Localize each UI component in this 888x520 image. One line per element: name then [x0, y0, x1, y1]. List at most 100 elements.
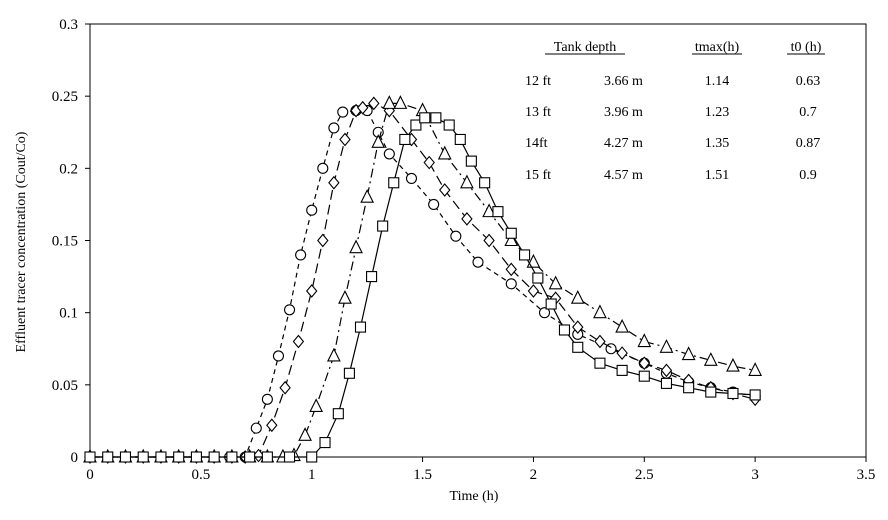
data-point — [482, 203, 496, 218]
table-cell: 3.96 m — [604, 105, 643, 120]
data-point — [660, 363, 673, 378]
y-tick-label: 0.2 — [59, 161, 78, 177]
table-cell: 15 ft — [525, 168, 551, 183]
data-point — [155, 451, 167, 463]
axes: 0 0.5 1 1.5 2 2.5 3 3.5 0 0.05 0.1 0.15 0.2 0.25 0.3 — [52, 17, 876, 483]
series-line — [90, 109, 756, 458]
data-point — [283, 304, 296, 316]
table-cell: 12 ft — [525, 74, 551, 89]
data-point — [505, 278, 517, 290]
x-tick-label: 0.5 — [191, 467, 210, 483]
data-point — [594, 334, 606, 349]
data-point — [492, 206, 504, 218]
x-axis-title: Time (h) — [450, 489, 499, 504]
table-header-t0: t0 (h) — [791, 40, 822, 55]
data-point — [349, 239, 363, 254]
y-tick-label: 0.1 — [59, 306, 78, 322]
data-point — [102, 451, 114, 463]
data-point — [594, 357, 606, 369]
series-layer — [83, 95, 763, 464]
data-point — [388, 177, 400, 189]
data-point — [354, 321, 367, 333]
data-point — [339, 132, 351, 147]
data-point — [84, 451, 96, 463]
data-point — [326, 347, 341, 362]
data-point — [504, 232, 519, 247]
x-tick-label: 1 — [308, 467, 316, 483]
data-point — [615, 318, 630, 333]
data-point — [461, 211, 473, 226]
table-cell: 1.51 — [705, 168, 730, 183]
y-tick-label: 0.05 — [52, 378, 78, 394]
data-point — [319, 437, 331, 449]
data-point — [317, 162, 329, 174]
data-point — [548, 275, 563, 290]
data-point — [703, 352, 718, 366]
table-cell: 3.66 m — [604, 74, 643, 89]
data-point — [659, 339, 674, 353]
y-tick-label: 0.3 — [59, 17, 78, 33]
data-point — [479, 177, 491, 189]
data-point — [356, 100, 369, 115]
data-point — [572, 320, 584, 334]
y-axis-title: Effluent tracer concentration (Cout/Co) — [14, 131, 29, 352]
data-point — [681, 346, 696, 361]
table-cell: 1.23 — [705, 105, 730, 120]
legend-table: Tank depth tmax(h) t0 (h) 12 ft 3.66 m 1… — [525, 40, 825, 183]
series-square — [84, 112, 761, 463]
data-point — [727, 387, 739, 400]
series-line — [90, 102, 756, 458]
data-point — [545, 298, 557, 310]
data-point — [393, 95, 408, 109]
table-cell: 4.27 m — [604, 136, 643, 151]
data-point — [226, 451, 238, 463]
data-point — [190, 451, 202, 463]
table-header-tank-depth: Tank depth — [554, 40, 616, 55]
data-point — [450, 230, 462, 242]
data-point — [538, 307, 551, 319]
data-point — [382, 95, 397, 109]
x-tick-label: 2 — [530, 467, 538, 483]
data-point — [383, 148, 395, 160]
table-cell: 14ft — [525, 136, 548, 151]
table-cell: 13 ft — [525, 105, 551, 120]
data-point — [377, 220, 389, 232]
data-point — [298, 427, 312, 441]
data-point — [532, 272, 544, 284]
data-point — [616, 346, 628, 360]
x-tick-label: 2.5 — [635, 467, 654, 483]
data-point — [637, 333, 652, 348]
data-point — [443, 119, 455, 131]
data-point — [343, 367, 355, 379]
data-point — [419, 112, 431, 124]
x-tick-label: 3.5 — [857, 467, 876, 483]
data-point — [437, 145, 452, 160]
data-point — [332, 408, 344, 420]
data-point — [208, 451, 220, 463]
table-cell: 0.63 — [796, 74, 821, 89]
x-tick-label: 3 — [751, 467, 759, 483]
data-point — [638, 356, 651, 371]
y-tick-label: 0.15 — [52, 234, 78, 250]
data-point — [371, 134, 386, 148]
data-point — [483, 233, 495, 248]
data-point — [261, 451, 273, 463]
table-cell: 0.7 — [799, 105, 817, 120]
data-point — [279, 380, 291, 395]
data-point — [505, 262, 517, 277]
data-point — [572, 341, 584, 353]
data-point — [317, 233, 329, 248]
table-cell: 0.9 — [799, 168, 817, 183]
x-tick-label: 1.5 — [413, 467, 432, 483]
data-point — [423, 155, 435, 170]
y-tick-label: 0 — [71, 450, 79, 466]
data-point — [360, 188, 375, 203]
table-header-tmax: tmax(h) — [695, 40, 740, 55]
data-point — [305, 284, 318, 298]
data-point — [366, 271, 378, 283]
data-point — [430, 112, 442, 124]
data-point — [292, 334, 305, 349]
data-point — [266, 418, 278, 433]
data-point — [306, 204, 318, 216]
